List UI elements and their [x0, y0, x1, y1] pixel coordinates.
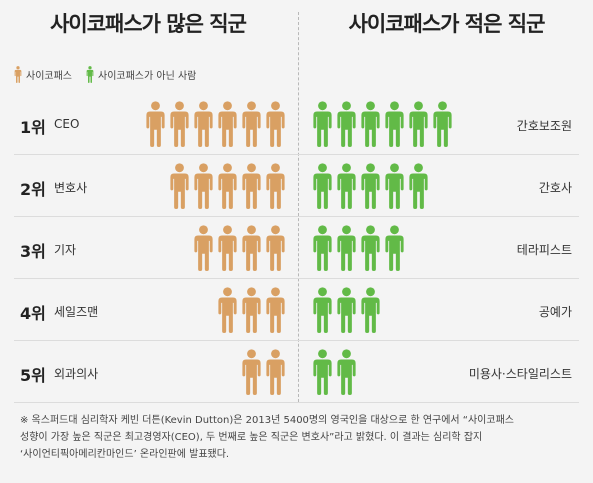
person-icon: [194, 225, 213, 271]
person-icon: [266, 101, 285, 147]
person-icon: [86, 66, 98, 83]
legend-item-psychopath: 사이코패스: [14, 66, 72, 83]
least-job-label: 간호보조원: [516, 119, 572, 133]
person-icon: [361, 101, 380, 147]
person-icon: [361, 163, 380, 209]
least-job-label: 미용사·스타일리스트: [468, 367, 572, 381]
footnote-line: 성향이 가장 높은 직군은 최고경영자(CEO), 두 번째로 높은 직군은 변…: [20, 432, 483, 443]
person-icon: [146, 101, 165, 147]
ranking-row: 1위 CEO 간호보조원: [0, 95, 593, 155]
person-icon: [242, 163, 261, 209]
rank-label: 4위: [20, 304, 46, 323]
row-divider: [14, 216, 579, 217]
person-icon: [218, 225, 237, 271]
person-icon: [433, 101, 452, 147]
legend-label-non-psychopath: 사이코패스가 아닌 사람: [98, 71, 197, 82]
row-divider: [14, 402, 579, 403]
person-icon: [337, 225, 356, 271]
person-icon: [313, 225, 332, 271]
person-icon: [385, 101, 404, 147]
person-icon: [194, 101, 213, 147]
legend-label-psychopath: 사이코패스: [26, 71, 72, 82]
non-psychopath-icons: [312, 287, 381, 333]
person-icon: [242, 287, 261, 333]
footnote: ※ 옥스퍼드대 심리학자 케빈 더튼(Kevin Dutton)은 2013년 …: [20, 412, 580, 463]
person-icon: [14, 66, 26, 83]
person-icon: [337, 349, 356, 395]
person-icon: [337, 163, 356, 209]
psychopath-icons: [217, 287, 286, 333]
person-icon: [266, 349, 285, 395]
ranking-row: 4위 세일즈맨 공예가: [0, 281, 593, 341]
person-icon: [361, 225, 380, 271]
person-icon: [266, 287, 285, 333]
psychopath-icons: [193, 225, 286, 271]
most-job-label: 변호사: [54, 181, 88, 195]
least-job-label: 테라피스트: [516, 243, 572, 257]
person-icon: [266, 225, 285, 271]
most-job-label: 세일즈맨: [54, 305, 99, 319]
person-icon: [409, 163, 428, 209]
person-icon: [313, 349, 332, 395]
ranking-row: 2위 변호사 간호사: [0, 157, 593, 217]
center-divider: [298, 12, 299, 402]
person-icon: [170, 101, 189, 147]
person-icon: [385, 163, 404, 209]
person-icon: [194, 163, 213, 209]
left-title: 사이코패스가 많은 직군: [50, 12, 247, 36]
rank-label: 2위: [20, 180, 46, 199]
least-job-label: 간호사: [538, 181, 572, 195]
non-psychopath-icons: [312, 225, 405, 271]
right-title: 사이코패스가 적은 직군: [348, 12, 546, 36]
legend-item-non-psychopath: 사이코패스가 아닌 사람: [86, 66, 196, 83]
person-icon: [242, 349, 261, 395]
person-icon: [337, 287, 356, 333]
person-icon: [242, 101, 261, 147]
person-icon: [218, 287, 237, 333]
ranking-row: 3위 기자 테라피스트: [0, 219, 593, 279]
person-icon: [218, 163, 237, 209]
person-icon: [409, 101, 428, 147]
least-job-label: 공예가: [538, 305, 572, 319]
person-icon: [313, 101, 332, 147]
non-psychopath-icons: [312, 101, 453, 147]
rank-label: 3위: [20, 242, 46, 261]
person-icon: [86, 66, 94, 83]
most-job-label: 외과의사: [54, 367, 99, 381]
footnote-line: ※ 옥스퍼드대 심리학자 케빈 더튼(Kevin Dutton)은 2013년 …: [20, 415, 514, 426]
person-icon: [266, 163, 285, 209]
row-divider: [14, 340, 579, 341]
legend: 사이코패스 사이코패스가 아닌 사람: [14, 66, 210, 83]
person-icon: [242, 225, 261, 271]
person-icon: [385, 225, 404, 271]
person-icon: [170, 163, 189, 209]
most-job-label: CEO: [54, 117, 80, 131]
ranking-row: 5위 외과의사 미용사·스타일리스트: [0, 343, 593, 403]
person-icon: [361, 287, 380, 333]
row-divider: [14, 278, 579, 279]
non-psychopath-icons: [312, 163, 429, 209]
person-icon: [14, 66, 22, 83]
person-icon: [218, 101, 237, 147]
psychopath-icons: [169, 163, 286, 209]
most-job-label: 기자: [54, 243, 77, 257]
person-icon: [313, 287, 332, 333]
rank-label: 5위: [20, 366, 46, 385]
rank-label: 1위: [20, 118, 46, 137]
person-icon: [337, 101, 356, 147]
non-psychopath-icons: [312, 349, 357, 395]
person-icon: [313, 163, 332, 209]
row-divider: [14, 154, 579, 155]
footnote-line: ‘사이언티픽아메리칸마인드’ 온라인판에 발표됐다.: [20, 449, 230, 460]
psychopath-icons: [145, 101, 286, 147]
psychopath-icons: [241, 349, 286, 395]
